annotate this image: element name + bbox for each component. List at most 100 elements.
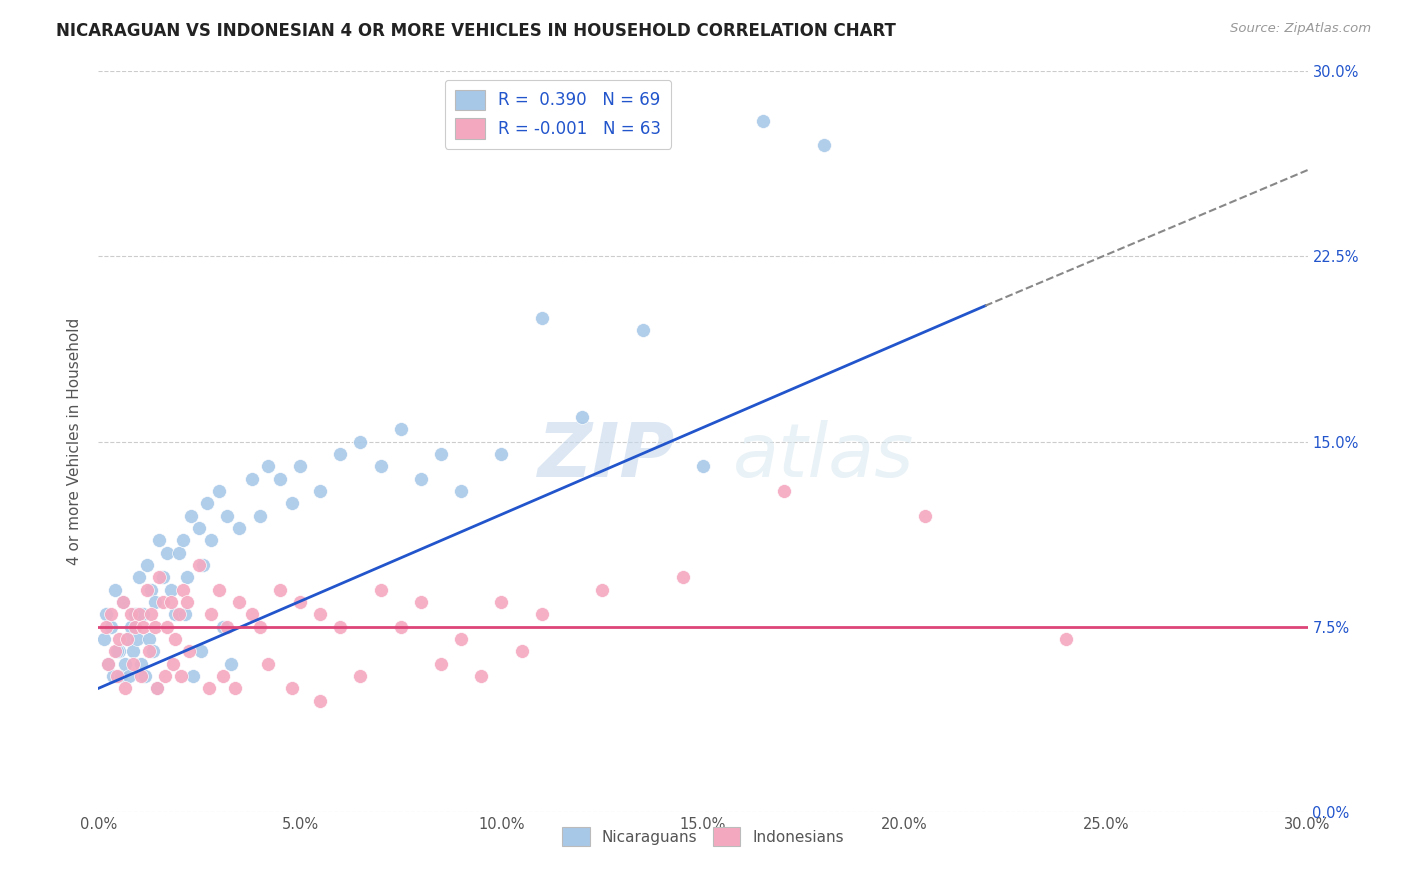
Point: [450, 483, 472, 498]
Point: [240, 471, 263, 485]
Point: [139, 607, 162, 622]
Point: [269, 471, 291, 485]
Point: [152, 570, 174, 584]
Point: [121, 657, 143, 671]
Point: [162, 657, 184, 671]
Point: [217, 619, 239, 633]
Point: [224, 681, 246, 696]
Point: [309, 483, 332, 498]
Point: [176, 595, 198, 609]
Point: [172, 582, 194, 597]
Point: [256, 459, 278, 474]
Text: Source: ZipAtlas.com: Source: ZipAtlas.com: [1230, 22, 1371, 36]
Point: [914, 508, 936, 523]
Point: [170, 669, 193, 683]
Point: [491, 447, 513, 461]
Point: [172, 533, 194, 548]
Point: [101, 669, 124, 683]
Point: [156, 619, 179, 633]
Point: [103, 644, 125, 658]
Point: [107, 644, 129, 658]
Point: [409, 595, 432, 609]
Point: [160, 582, 183, 597]
Point: [692, 459, 714, 474]
Point: [160, 595, 183, 609]
Point: [281, 496, 304, 510]
Point: [93, 632, 115, 646]
Text: NICARAGUAN VS INDONESIAN 4 OR MORE VEHICLES IN HOUSEHOLD CORRELATION CHART: NICARAGUAN VS INDONESIAN 4 OR MORE VEHIC…: [56, 22, 896, 40]
Point: [510, 644, 533, 658]
Point: [329, 619, 352, 633]
Point: [167, 545, 190, 560]
Point: [309, 694, 332, 708]
Point: [124, 619, 146, 633]
Point: [129, 657, 152, 671]
Point: [430, 447, 453, 461]
Point: [450, 632, 472, 646]
Y-axis label: 4 or more Vehicles in Household: 4 or more Vehicles in Household: [67, 318, 83, 566]
Point: [146, 681, 169, 696]
Point: [349, 434, 371, 449]
Point: [146, 681, 169, 696]
Point: [631, 324, 654, 338]
Point: [96, 619, 118, 633]
Point: [132, 619, 155, 633]
Point: [115, 632, 138, 646]
Point: [389, 422, 412, 436]
Point: [370, 582, 392, 597]
Point: [100, 619, 122, 633]
Point: [672, 570, 695, 584]
Point: [138, 644, 160, 658]
Point: [190, 644, 212, 658]
Point: [179, 644, 201, 658]
Point: [163, 607, 186, 622]
Point: [198, 681, 221, 696]
Point: [212, 669, 235, 683]
Point: [153, 669, 176, 683]
Point: [288, 459, 311, 474]
Point: [208, 582, 231, 597]
Text: atlas: atlas: [733, 420, 915, 492]
Point: [188, 521, 211, 535]
Point: [193, 558, 215, 572]
Point: [132, 607, 155, 622]
Text: ZIP: ZIP: [537, 420, 675, 493]
Point: [138, 632, 160, 646]
Point: [200, 607, 222, 622]
Point: [163, 632, 186, 646]
Legend: Nicaraguans, Indonesians: Nicaraguans, Indonesians: [555, 822, 851, 852]
Point: [174, 607, 197, 622]
Point: [125, 632, 148, 646]
Point: [128, 570, 150, 584]
Point: [148, 533, 170, 548]
Point: [195, 496, 218, 510]
Point: [180, 508, 202, 523]
Point: [111, 595, 134, 609]
Point: [212, 619, 235, 633]
Point: [430, 657, 453, 671]
Point: [128, 607, 150, 622]
Point: [240, 607, 263, 622]
Point: [1054, 632, 1077, 646]
Point: [200, 533, 222, 548]
Point: [389, 619, 412, 633]
Point: [103, 582, 125, 597]
Point: [110, 669, 132, 683]
Point: [114, 681, 136, 696]
Point: [176, 570, 198, 584]
Point: [124, 607, 146, 622]
Point: [530, 607, 553, 622]
Point: [100, 607, 122, 622]
Point: [217, 508, 239, 523]
Point: [409, 471, 432, 485]
Point: [228, 595, 250, 609]
Point: [142, 644, 165, 658]
Point: [143, 595, 166, 609]
Point: [97, 657, 120, 671]
Point: [370, 459, 392, 474]
Point: [167, 607, 190, 622]
Point: [121, 644, 143, 658]
Point: [143, 619, 166, 633]
Point: [269, 582, 291, 597]
Point: [148, 570, 170, 584]
